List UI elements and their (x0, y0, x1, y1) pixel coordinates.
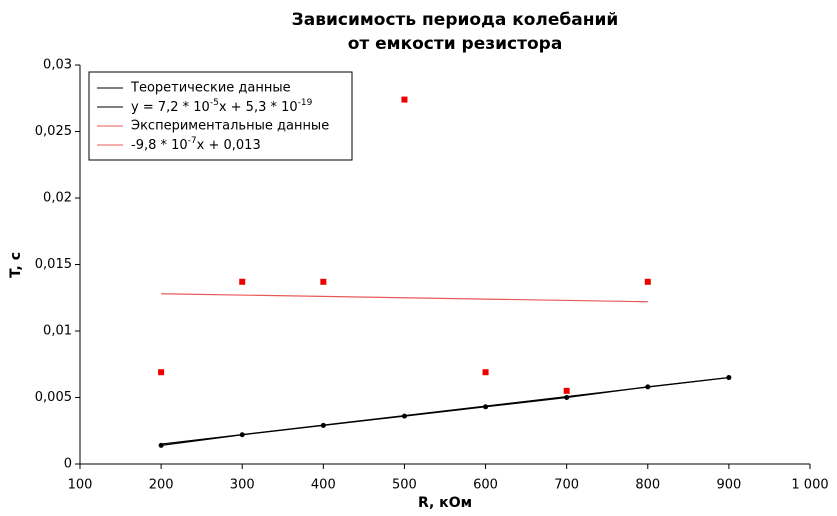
legend-superscript: -19 (298, 98, 313, 108)
y-tick-label: 0,03 (43, 58, 72, 73)
legend-text: x + 5,3 * 10 (219, 100, 298, 115)
y-tick-label: 0,01 (43, 324, 72, 339)
x-tick-label: 600 (473, 478, 498, 493)
x-tick-label: 400 (311, 478, 336, 493)
point (644, 278, 651, 285)
legend-text: -9,8 * 10 (131, 138, 188, 153)
point (401, 96, 408, 103)
legend-box (88, 71, 353, 161)
point (482, 369, 489, 376)
y-tick-label: 0,005 (35, 390, 72, 405)
x-tick-label: 700 (554, 478, 579, 493)
x-tick-label: 300 (230, 478, 255, 493)
x-tick-label: 500 (392, 478, 417, 493)
x-axis-label: R, кОм (418, 495, 472, 511)
series-line (161, 376, 729, 445)
point (158, 369, 165, 376)
legend-label: Экспериментальные данные (131, 119, 329, 134)
chart-title: Зависимость периода колебаний (292, 10, 619, 30)
legend-text: y = 7,2 * 10 (131, 100, 210, 115)
point (320, 278, 327, 285)
legend-text: x + 0,013 (197, 138, 261, 153)
y-tick-label: 0,025 (35, 124, 72, 139)
x-tick-label: 200 (149, 478, 174, 493)
y-axis-label: T, с (8, 252, 24, 278)
point (239, 278, 246, 285)
series-line (161, 293, 648, 303)
y-tick-label: 0,02 (43, 191, 72, 206)
chart-title: от емкости резистора (348, 34, 563, 54)
x-tick-label: 1 000 (791, 478, 828, 493)
x-tick-label: 100 (68, 478, 93, 493)
legend-superscript: -5 (210, 98, 219, 108)
x-tick-label: 800 (635, 478, 660, 493)
x-tick-label: 900 (716, 478, 741, 493)
legend-superscript: -7 (188, 136, 197, 146)
point (563, 387, 570, 394)
y-tick-label: 0 (64, 457, 72, 472)
legend-label: y = 7,2 * 10-5x + 5,3 * 10-19 (131, 98, 313, 115)
legend-label: -9,8 * 10-7x + 0,013 (131, 136, 261, 153)
y-tick-label: 0,015 (35, 257, 72, 272)
legend-label: Теоретические данные (130, 81, 291, 96)
